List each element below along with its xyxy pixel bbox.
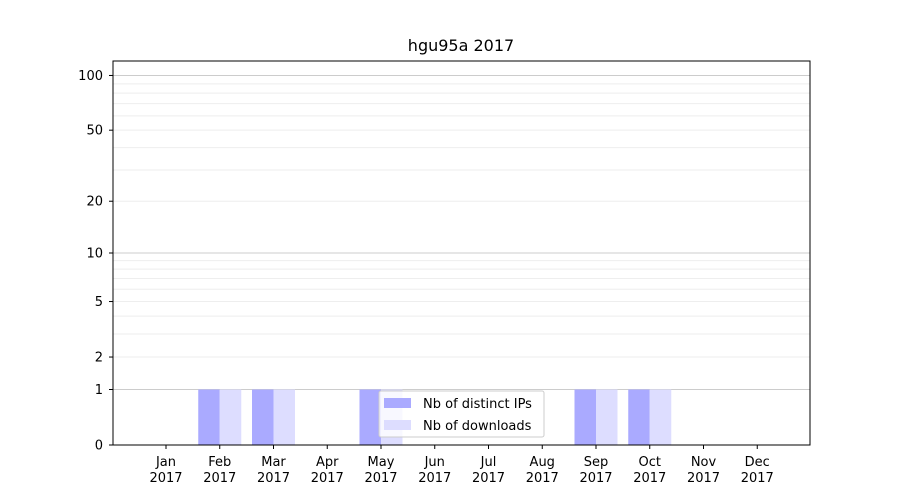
y-tick-label: 20	[86, 195, 103, 210]
x-tick-label: Dec	[745, 455, 770, 470]
x-tick-label: Nov	[691, 455, 717, 470]
x-tick-label: Apr	[316, 455, 339, 470]
x-tick-label: 2017	[687, 471, 720, 486]
y-tick-label: 1	[95, 383, 103, 398]
x-tick-label: 2017	[418, 471, 451, 486]
legend-box	[378, 390, 545, 438]
x-tick-label: 2017	[633, 471, 666, 486]
y-tick-label: 10	[86, 247, 103, 262]
x-tick-label: Jul	[480, 455, 497, 470]
x-tick-label: May	[368, 455, 395, 470]
bar-downloads	[649, 389, 672, 445]
x-tick-label: Oct	[639, 455, 661, 470]
legend-label-downloads: Nb of downloads	[423, 419, 532, 434]
bars	[198, 389, 672, 445]
x-tick-label: Feb	[208, 455, 231, 470]
y-tick-label: 5	[95, 295, 103, 310]
x-axis: Jan2017Feb2017Mar2017Apr2017May2017Jun20…	[149, 445, 774, 486]
bar-distinct-ips	[198, 389, 220, 445]
x-tick-label: 2017	[311, 471, 344, 486]
x-tick-label: 2017	[364, 471, 397, 486]
x-tick-label: 2017	[472, 471, 505, 486]
x-tick-label: 2017	[149, 471, 182, 486]
grid-lines	[113, 74, 810, 390]
x-tick-label: Jun	[424, 455, 445, 470]
y-tick-label: 2	[95, 351, 103, 366]
legend-swatch-downloads	[384, 420, 411, 430]
y-axis: 0 1 2 5 10 20 50 100	[78, 69, 113, 454]
legend-label-distinct-ips: Nb of distinct IPs	[423, 397, 532, 412]
x-tick-label: 2017	[741, 471, 774, 486]
bar-downloads	[219, 389, 242, 445]
bar-downloads	[273, 389, 295, 445]
bar-distinct-ips	[252, 389, 274, 445]
y-tick-label: 0	[95, 439, 103, 454]
bar-distinct-ips	[628, 389, 650, 445]
x-tick-label: Sep	[584, 455, 609, 470]
legend-swatch-distinct-ips	[384, 398, 411, 408]
x-tick-label: Mar	[261, 455, 286, 470]
x-tick-label: 2017	[526, 471, 559, 486]
x-tick-label: Aug	[530, 455, 555, 470]
chart-title: hgu95a 2017	[408, 36, 514, 55]
bar-downloads	[596, 389, 618, 445]
x-tick-label: 2017	[257, 471, 290, 486]
x-tick-label: Jan	[155, 455, 176, 470]
bar-distinct-ips	[574, 389, 596, 445]
x-tick-label: 2017	[203, 471, 236, 486]
y-tick-label: 50	[86, 124, 103, 139]
legend: Nb of distinct IPs Nb of downloads	[378, 390, 545, 438]
x-tick-label: 2017	[579, 471, 612, 486]
bar-distinct-ips	[359, 389, 381, 445]
y-tick-label: 100	[78, 69, 103, 84]
